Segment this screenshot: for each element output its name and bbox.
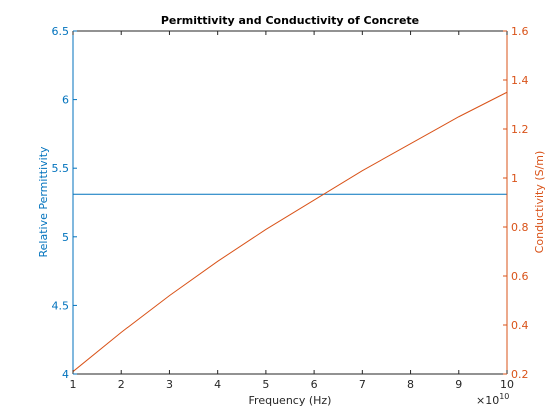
chart-title: Permittivity and Conductivity of Concret… bbox=[161, 14, 419, 27]
x-tick-label: 1 bbox=[70, 378, 77, 391]
right-tick-label: 1 bbox=[511, 172, 518, 185]
left-tick-label: 5 bbox=[62, 231, 69, 244]
x-tick-label: 10 bbox=[500, 378, 514, 391]
left-axis-title: Relative Permittivity bbox=[37, 146, 50, 258]
x-tick-label: 5 bbox=[262, 378, 269, 391]
right-axis-title: Conductivity (S/m) bbox=[533, 151, 546, 254]
conductivity-series-line bbox=[72, 91, 508, 372]
x-tick-label: 2 bbox=[118, 378, 125, 391]
x-tick-label: 6 bbox=[311, 378, 318, 391]
labels-layer: Permittivity and Conductivity of Concret… bbox=[37, 14, 546, 407]
plot-background bbox=[73, 31, 507, 374]
x-axis-title: Frequency (Hz) bbox=[249, 394, 332, 407]
x-axis-exponent: ×1010 bbox=[476, 392, 509, 407]
right-tick-label: 0.8 bbox=[511, 221, 529, 234]
x-tick-label: 4 bbox=[214, 378, 221, 391]
series-layer bbox=[72, 91, 508, 372]
left-tick-label: 6.5 bbox=[52, 25, 70, 38]
right-tick-label: 1.4 bbox=[511, 74, 529, 87]
x-tick-label: 3 bbox=[166, 378, 173, 391]
left-tick-label: 5.5 bbox=[52, 162, 70, 175]
left-tick-label: 6 bbox=[62, 94, 69, 107]
right-tick-label: 1.6 bbox=[511, 25, 529, 38]
x-tick-label: 9 bbox=[455, 378, 462, 391]
right-tick-label: 0.4 bbox=[511, 319, 529, 332]
right-tick-label: 0.6 bbox=[511, 270, 529, 283]
plot-area bbox=[73, 31, 507, 374]
right-tick-label: 1.2 bbox=[511, 123, 529, 136]
left-tick-label: 4.5 bbox=[52, 299, 70, 312]
axes-layer: 1 2 3 4 5 6 7 8 9 10 4 4.5 5 5.5 6 6.5 0.2 0.4 0.6 0.8 1 1.2 1… bbox=[52, 25, 529, 391]
x-tick-label: 8 bbox=[407, 378, 414, 391]
left-tick-label: 4 bbox=[62, 368, 69, 381]
right-tick-label: 0.2 bbox=[511, 368, 529, 381]
x-tick-label: 7 bbox=[359, 378, 366, 391]
